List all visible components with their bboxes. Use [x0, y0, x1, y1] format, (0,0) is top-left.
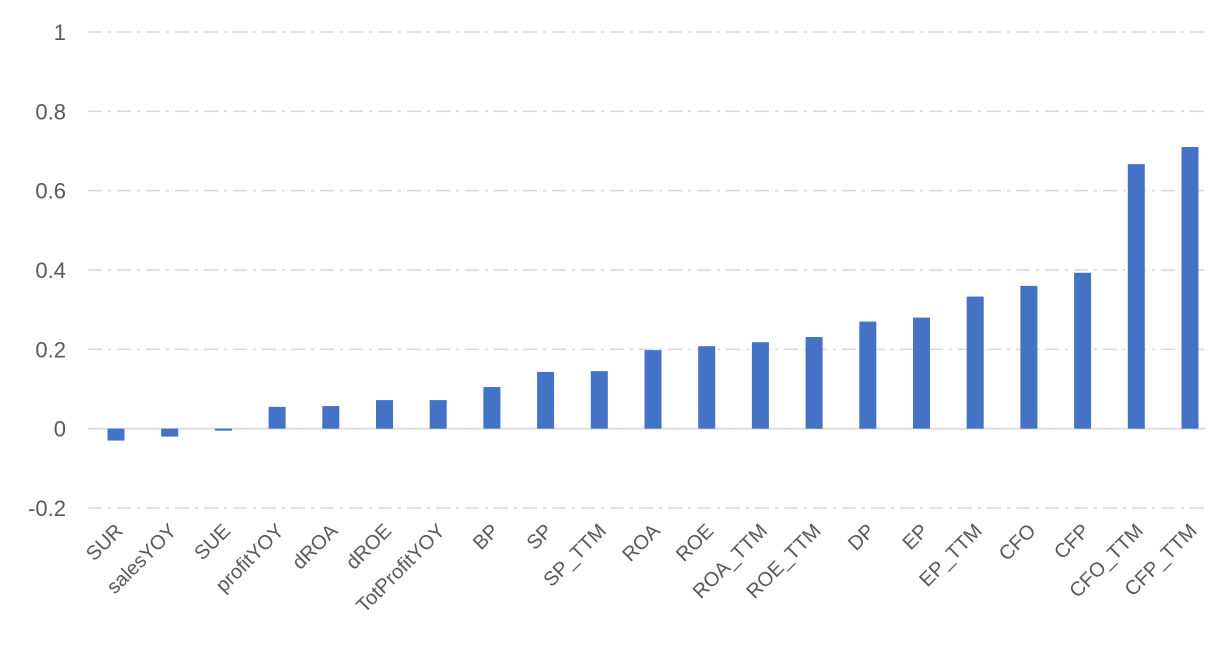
- x-tick-label: SP: [523, 520, 557, 554]
- bar-cfo-ttm: [1127, 164, 1145, 429]
- bar-sp: [537, 371, 555, 429]
- y-axis: -0.2 0 0.2 0.4 0.6 0.8 1: [28, 20, 66, 521]
- x-tick-label: SUE: [190, 520, 235, 565]
- y-tick-label: 0.2: [35, 337, 66, 362]
- x-tick-label: CFP: [1050, 520, 1094, 564]
- bar-sur: [107, 428, 125, 441]
- x-tick-label: dROA: [288, 520, 343, 575]
- x-tick-label: CFO: [995, 520, 1040, 565]
- y-tick-label: 0.8: [35, 99, 66, 124]
- bar-ep: [913, 317, 930, 429]
- bar-droe: [376, 400, 393, 429]
- bar-salesyoy: [161, 428, 179, 437]
- bar-dp: [859, 321, 877, 429]
- bar-roa-ttm: [751, 342, 769, 429]
- x-tick-label: SUR: [82, 520, 127, 565]
- bars: [107, 147, 1199, 441]
- bar-bp: [483, 387, 501, 429]
- bar-ep-ttm: [966, 296, 984, 429]
- x-tick-label: DP: [844, 520, 879, 555]
- x-tick-label: EP: [899, 520, 933, 554]
- x-tick-label: ROA: [618, 520, 665, 567]
- bar-sp-ttm: [590, 371, 608, 429]
- y-tick-label: -0.2: [28, 496, 66, 521]
- bar-cfp: [1074, 272, 1092, 429]
- bar-cfo: [1020, 285, 1038, 429]
- bar-profityoy: [268, 406, 286, 429]
- bar-cfp-ttm: [1181, 147, 1199, 429]
- x-tick-label: BP: [469, 520, 503, 554]
- bar-droa: [322, 406, 340, 429]
- bar-totprofityoy: [429, 400, 447, 429]
- y-tick-label: 0.4: [35, 258, 66, 283]
- bar-roe-ttm: [805, 337, 823, 429]
- gridlines: [88, 31, 1206, 509]
- y-tick-label: 1: [54, 20, 66, 45]
- y-tick-label: 0.6: [35, 179, 66, 204]
- y-tick-label: 0: [54, 417, 66, 442]
- x-tick-label: ROE: [672, 520, 718, 566]
- bar-sue: [214, 428, 232, 431]
- bar-roa: [644, 350, 662, 429]
- bar-roe: [698, 346, 716, 429]
